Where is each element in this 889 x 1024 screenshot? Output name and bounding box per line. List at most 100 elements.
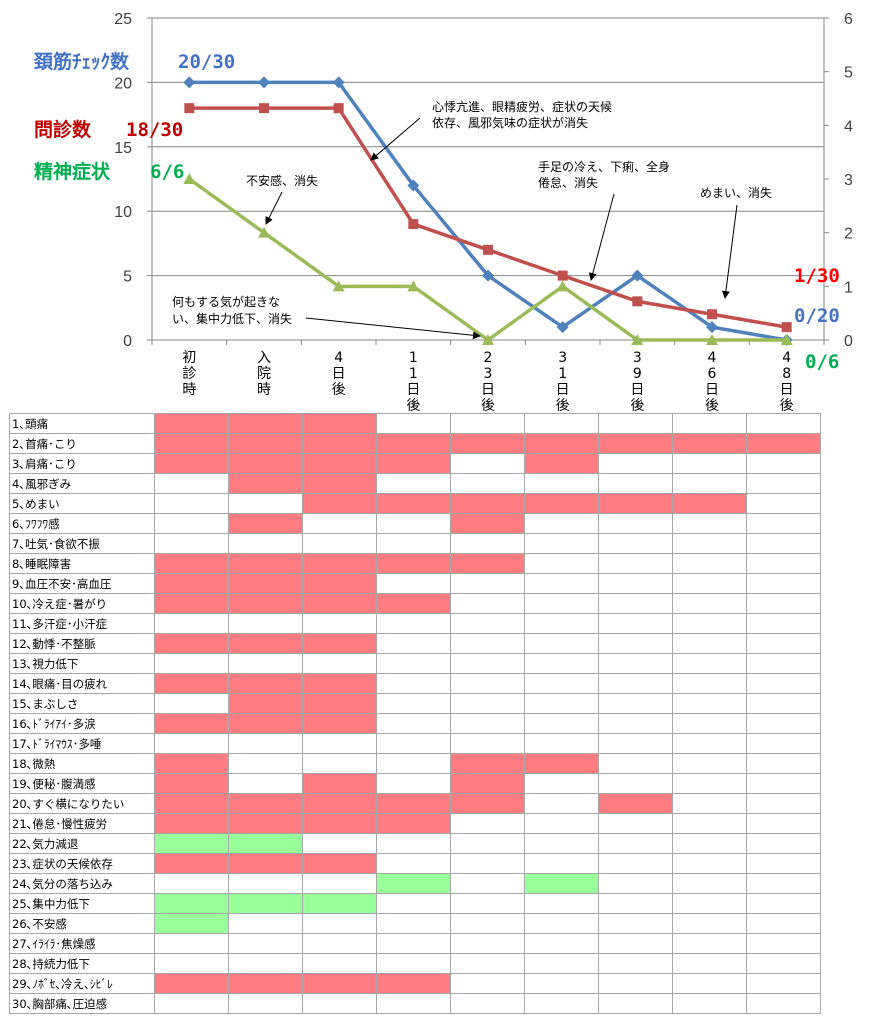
- symptom-present-cell: [672, 493, 747, 514]
- table-row: 21､倦怠･慢性疲労: [9, 813, 821, 834]
- empty-cell: [672, 833, 747, 854]
- symptom-present-cell: [154, 753, 229, 774]
- empty-cell: [302, 833, 377, 854]
- empty-cell: [524, 673, 599, 694]
- legend-label-neck: 頚筋ﾁｪｯｸ数: [33, 50, 130, 73]
- symptom-present-cell: [302, 793, 377, 814]
- symptom-present-cell: [154, 793, 229, 814]
- y-right-tick-label: 5: [844, 65, 853, 82]
- data-point: [332, 280, 345, 292]
- symptom-present-cell: [376, 553, 451, 574]
- data-point: [707, 309, 717, 320]
- empty-cell: [450, 673, 525, 694]
- empty-cell: [598, 933, 673, 954]
- symptom-present-cell: [302, 453, 377, 474]
- table-row: 22､気力減退: [9, 833, 821, 854]
- empty-cell: [450, 913, 525, 934]
- empty-cell: [672, 593, 747, 614]
- symptom-present-cell: [228, 633, 303, 654]
- data-point: [482, 269, 494, 282]
- category-char: 4: [708, 350, 717, 366]
- symptom-present-cell: [302, 413, 377, 434]
- empty-cell: [746, 553, 821, 574]
- symptom-present-cell: [376, 973, 451, 994]
- empty-cell: [672, 733, 747, 754]
- symptom-present-cell: [154, 573, 229, 594]
- symptom-name: 15､まぶしさ: [9, 693, 155, 714]
- symptom-present-cell: [598, 433, 673, 454]
- symptom-present-cell: [302, 773, 377, 794]
- symptom-name: 11､多汗症･小汗症: [9, 613, 155, 634]
- mental-symptom-present-cell: [154, 893, 229, 914]
- empty-cell: [672, 993, 747, 1014]
- empty-cell: [450, 413, 525, 434]
- empty-cell: [672, 853, 747, 874]
- symptom-present-cell: [228, 413, 303, 434]
- empty-cell: [376, 673, 451, 694]
- empty-cell: [598, 453, 673, 474]
- symptom-present-cell: [302, 553, 377, 574]
- empty-cell: [302, 513, 377, 534]
- symptom-name: 28､持続力低下: [9, 953, 155, 974]
- empty-cell: [746, 573, 821, 594]
- category-char: 後: [705, 398, 719, 413]
- symptom-present-cell: [154, 593, 229, 614]
- table-row: 27､ｲﾗｲﾗ･焦燥感: [9, 933, 821, 954]
- empty-cell: [376, 833, 451, 854]
- symptom-present-cell: [154, 433, 229, 454]
- empty-cell: [524, 853, 599, 874]
- symptom-name: 10､冷え症･暑がり: [9, 593, 155, 614]
- symptom-name: 12､動悸･不整脈: [9, 633, 155, 654]
- axes: 0 5 10 15 20 25 0 1 2 3 4 5 6: [114, 11, 853, 350]
- table-row: 16､ﾄﾞﾗｲｱｲ･多涙: [9, 713, 821, 734]
- empty-cell: [376, 613, 451, 634]
- symptom-name: 16､ﾄﾞﾗｲｱｲ･多涙: [9, 713, 155, 734]
- y-right-tick-label: 3: [844, 172, 853, 189]
- symptom-present-cell: [524, 433, 599, 454]
- data-point: [482, 334, 494, 345]
- empty-cell: [450, 473, 525, 494]
- symptom-present-cell: [154, 713, 229, 734]
- symptom-present-cell: [228, 433, 303, 454]
- empty-cell: [598, 993, 673, 1014]
- symptom-name: 27､ｲﾗｲﾗ･焦燥感: [9, 933, 155, 954]
- symptom-present-cell: [302, 473, 377, 494]
- data-point: [556, 321, 569, 334]
- symptom-name: 6､ﾌﾜﾌﾜ感: [9, 513, 155, 534]
- annotation-text: 不安感、消失: [246, 173, 318, 188]
- y-right-tick-label: 1: [844, 279, 853, 296]
- symptom-name: 30､胸部痛､圧迫感: [9, 993, 155, 1014]
- legend-value-neck: 20/30: [178, 51, 235, 73]
- annotation-text: 心悸亢進、眼精疲労、症状の天候: [432, 99, 612, 114]
- empty-cell: [598, 893, 673, 914]
- empty-cell: [524, 993, 599, 1014]
- empty-cell: [746, 633, 821, 654]
- empty-cell: [228, 873, 303, 894]
- category-char: 時: [182, 382, 196, 398]
- data-point: [184, 103, 195, 114]
- empty-cell: [746, 673, 821, 694]
- y-left-tick-label: 10: [114, 204, 132, 221]
- empty-cell: [524, 813, 599, 834]
- symptom-present-cell: [228, 673, 303, 694]
- empty-cell: [376, 653, 451, 674]
- table-row: 25､集中力低下: [9, 893, 821, 914]
- table-row: 19､便秘･腹満感: [9, 773, 821, 794]
- symptom-present-cell: [450, 773, 525, 794]
- symptom-present-cell: [598, 493, 673, 514]
- table-row: 18､微熱: [9, 753, 821, 774]
- symptom-present-cell: [154, 853, 229, 874]
- symptom-name: 21､倦怠･慢性疲労: [9, 813, 155, 834]
- empty-cell: [746, 833, 821, 854]
- empty-cell: [450, 933, 525, 954]
- empty-cell: [598, 733, 673, 754]
- empty-cell: [746, 513, 821, 534]
- empty-cell: [598, 473, 673, 494]
- empty-cell: [672, 713, 747, 734]
- category-char: 後: [630, 398, 644, 413]
- symptom-present-cell: [228, 973, 303, 994]
- symptom-present-cell: [746, 433, 821, 454]
- empty-cell: [598, 653, 673, 674]
- table-row: 15､まぶしさ: [9, 693, 821, 714]
